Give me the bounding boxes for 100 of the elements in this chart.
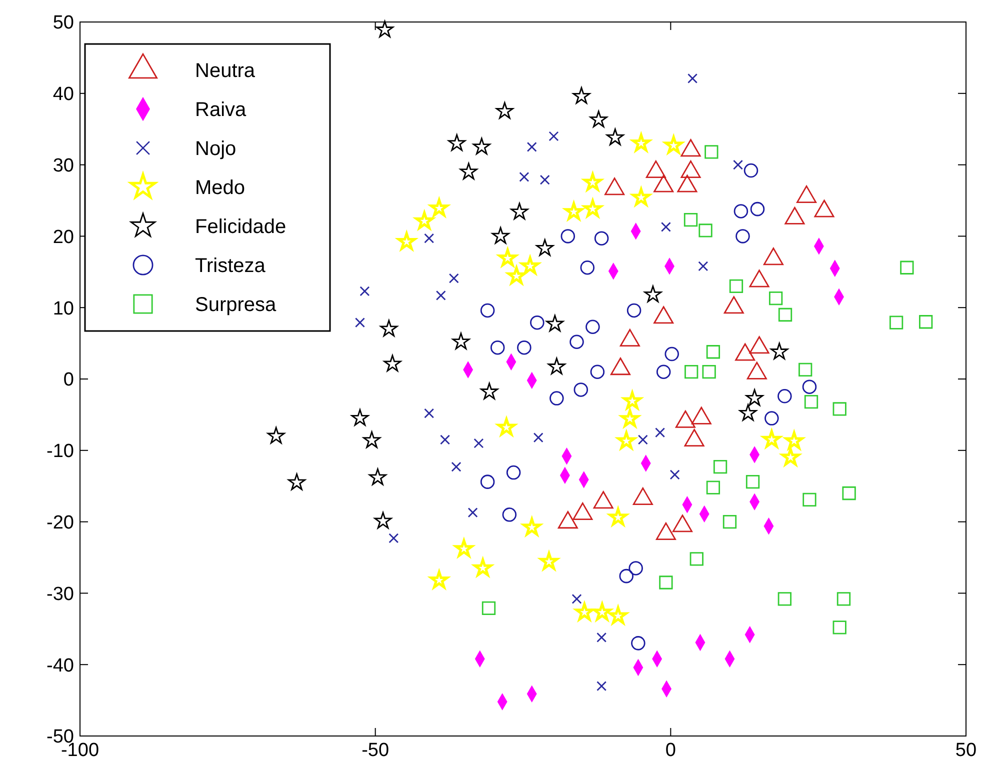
- legend-label: Nojo: [195, 138, 236, 160]
- point: [628, 561, 643, 576]
- point: [482, 601, 496, 616]
- point: [750, 202, 765, 216]
- point: [490, 340, 505, 355]
- point: [586, 320, 600, 334]
- point: [548, 358, 566, 374]
- y-tick-label: 0: [63, 370, 74, 391]
- point: [638, 434, 648, 445]
- point: [804, 395, 818, 409]
- point: [510, 202, 528, 220]
- point: [572, 87, 590, 104]
- point: [574, 382, 588, 397]
- legend-label: Felicidade: [195, 216, 286, 238]
- point: [436, 290, 446, 300]
- point: [540, 174, 550, 185]
- point: [768, 291, 783, 306]
- point: [596, 632, 607, 642]
- point: [706, 480, 720, 494]
- point: [590, 110, 608, 128]
- point: [655, 428, 666, 438]
- point: [468, 508, 478, 518]
- point: [631, 636, 646, 650]
- point: [644, 286, 662, 302]
- point: [526, 142, 537, 152]
- point: [739, 404, 757, 421]
- point: [770, 342, 788, 360]
- point: [764, 411, 779, 426]
- point: [704, 145, 718, 159]
- point: [836, 592, 851, 606]
- y-tick-label: 40: [52, 84, 74, 106]
- point: [778, 389, 792, 404]
- point: [832, 620, 846, 634]
- y-tick-label: -10: [46, 441, 74, 462]
- point: [802, 492, 816, 506]
- y-tick-label: -40: [46, 655, 74, 676]
- point: [351, 409, 369, 426]
- point: [778, 592, 792, 606]
- point: [919, 315, 933, 329]
- point: [744, 163, 758, 178]
- point: [656, 364, 671, 379]
- point: [448, 273, 459, 284]
- point: [702, 365, 716, 379]
- point: [374, 512, 392, 529]
- point: [288, 473, 306, 490]
- point: [376, 20, 394, 38]
- point: [530, 315, 544, 330]
- point: [519, 172, 530, 182]
- point: [729, 279, 744, 294]
- point: [626, 303, 642, 318]
- point: [472, 138, 490, 154]
- point: [596, 681, 607, 692]
- point: [424, 408, 434, 418]
- point: [684, 212, 698, 227]
- point: [736, 229, 750, 244]
- point: [778, 308, 792, 322]
- point: [460, 162, 478, 180]
- legend-label: Tristeza: [195, 255, 266, 277]
- point: [451, 462, 462, 472]
- point: [590, 364, 605, 379]
- y-tick-label: 30: [52, 155, 74, 176]
- point: [889, 316, 904, 330]
- point: [548, 131, 559, 142]
- point: [384, 354, 402, 372]
- point: [698, 261, 708, 272]
- point: [660, 222, 671, 232]
- x-tick-label: 0: [665, 740, 676, 761]
- point: [670, 470, 680, 480]
- point: [842, 486, 856, 500]
- point: [388, 533, 399, 544]
- point: [536, 239, 554, 256]
- point: [684, 365, 698, 379]
- point: [480, 382, 498, 400]
- point: [606, 128, 624, 146]
- point: [448, 134, 466, 151]
- x-tick-label: 50: [955, 740, 977, 761]
- point: [506, 465, 521, 480]
- point: [546, 314, 564, 332]
- point: [722, 514, 737, 529]
- legend-label: Medo: [195, 177, 246, 199]
- y-tick-label: -30: [46, 584, 74, 605]
- point: [713, 460, 728, 474]
- point: [363, 431, 381, 448]
- point: [572, 594, 582, 604]
- point: [424, 233, 434, 244]
- point: [659, 576, 673, 590]
- point: [733, 160, 744, 170]
- point: [688, 73, 698, 84]
- point: [550, 391, 564, 406]
- point: [480, 474, 495, 489]
- point: [560, 229, 576, 244]
- point: [746, 474, 760, 489]
- y-tick-label: 20: [52, 226, 74, 248]
- point: [452, 332, 470, 350]
- point: [480, 303, 495, 318]
- point: [746, 389, 764, 406]
- point: [798, 362, 812, 377]
- legend-label: Raiva: [195, 99, 248, 121]
- point: [706, 345, 720, 359]
- point: [690, 552, 704, 566]
